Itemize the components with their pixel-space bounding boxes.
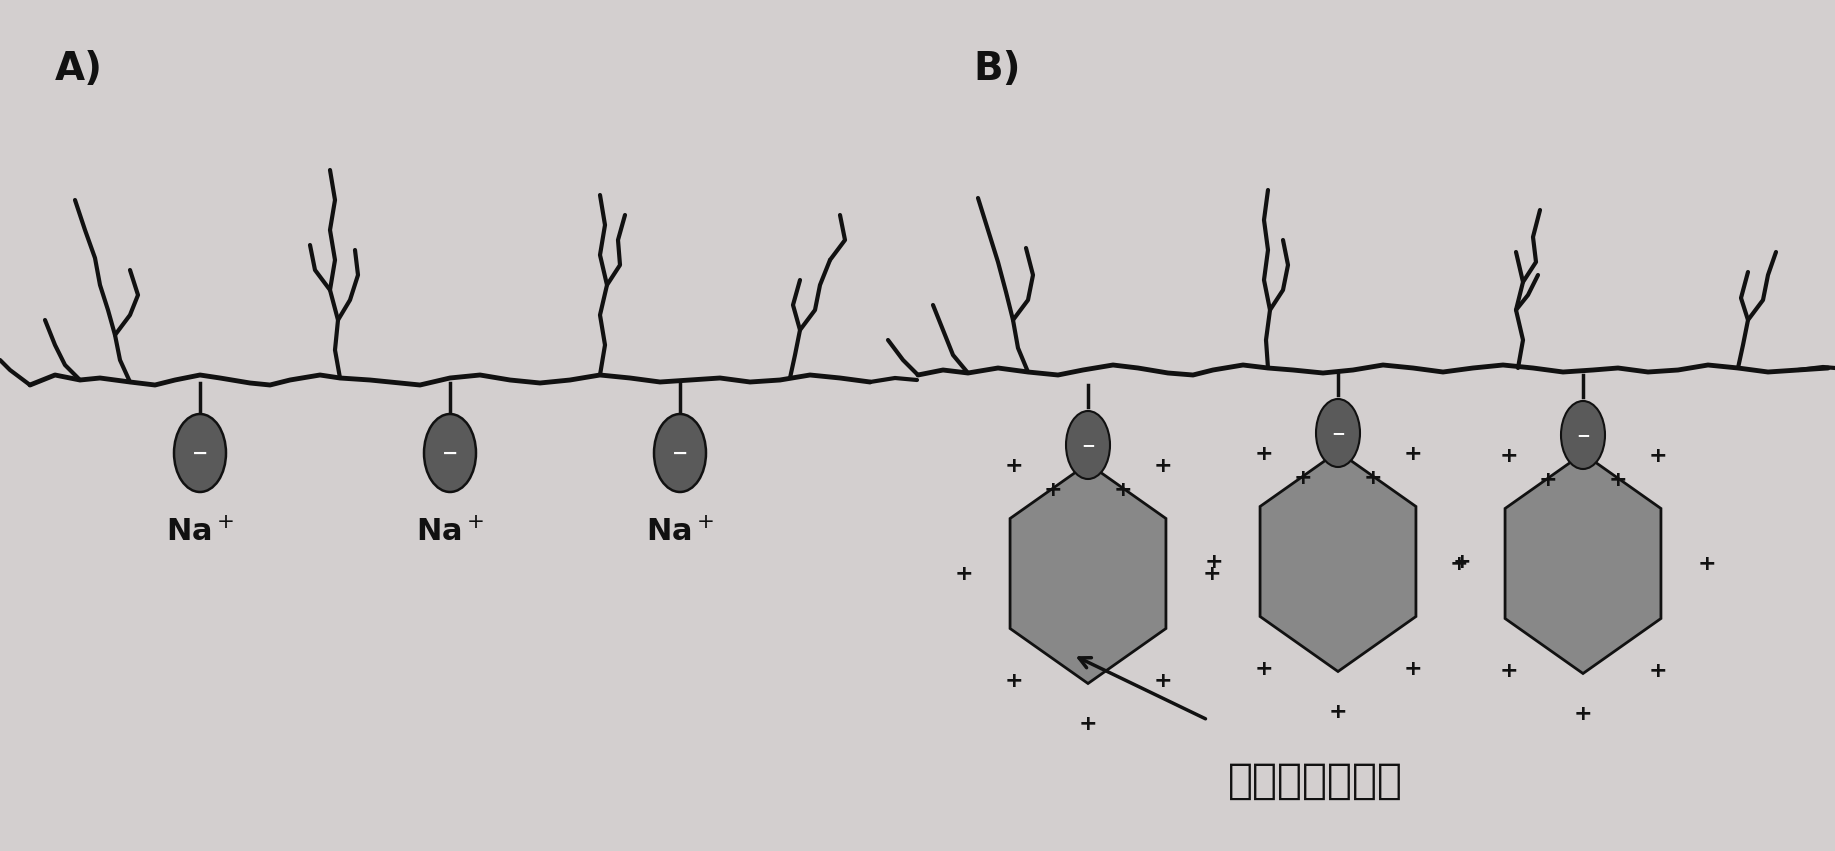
Text: 层状双氢氧化物: 层状双氢氧化物 [1228,760,1404,802]
Text: −: − [672,443,688,462]
Polygon shape [1261,452,1417,671]
Text: +: + [1609,470,1628,490]
Ellipse shape [653,414,706,492]
Text: +: + [1253,444,1273,465]
Text: +: + [1404,444,1422,465]
Text: Na$^+$: Na$^+$ [417,518,484,547]
Polygon shape [1505,454,1661,673]
Text: +: + [1648,446,1666,466]
Text: −: − [193,443,207,462]
Text: +: + [1152,456,1173,477]
Text: +: + [1114,480,1132,500]
Text: +: + [1540,470,1558,490]
Text: +: + [1648,660,1666,681]
Text: +: + [1499,660,1518,681]
Text: −: − [1081,436,1095,454]
Text: +: + [1004,671,1022,691]
Text: +: + [1204,551,1224,572]
Text: +: + [1294,468,1312,488]
Text: +: + [1363,468,1382,488]
Text: +: + [954,563,973,584]
Ellipse shape [1316,399,1360,467]
Text: Na$^+$: Na$^+$ [165,518,235,547]
Ellipse shape [424,414,475,492]
Text: Na$^+$: Na$^+$ [646,518,714,547]
Ellipse shape [1066,411,1110,479]
Text: +: + [1453,551,1472,572]
Text: +: + [1574,704,1593,723]
Text: +: + [1697,553,1716,574]
Text: A): A) [55,50,103,88]
Ellipse shape [1562,401,1606,469]
Text: +: + [1329,702,1347,722]
Polygon shape [1009,464,1165,683]
Text: −: − [1330,424,1345,442]
Text: +: + [1404,659,1422,679]
Text: +: + [1204,563,1222,584]
Text: +: + [1004,456,1022,477]
Text: +: + [1450,553,1468,574]
Text: B): B) [973,50,1020,88]
Text: +: + [1079,714,1097,734]
Text: +: + [1253,659,1273,679]
Text: +: + [1044,480,1062,500]
Text: −: − [1576,426,1589,444]
Text: +: + [1499,446,1518,466]
Ellipse shape [174,414,226,492]
Text: +: + [1152,671,1173,691]
Text: −: − [442,443,459,462]
